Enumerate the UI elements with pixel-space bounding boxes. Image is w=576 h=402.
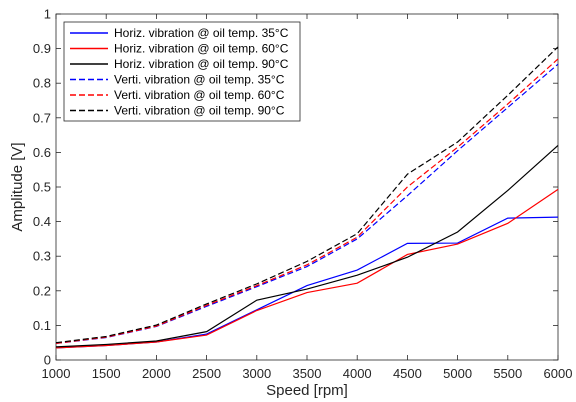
- series-line-3: [55, 145, 559, 348]
- legend-label: Verti. vibration @ oil temp. 35°C: [114, 73, 285, 87]
- x-tick-label: 1000: [42, 366, 71, 381]
- y-tick-label: 0: [44, 353, 51, 368]
- y-tick-label: 0.6: [33, 145, 51, 160]
- x-tick-label: 6000: [544, 366, 573, 381]
- y-tick-label: 1: [44, 7, 51, 22]
- x-tick-label: 4000: [343, 366, 372, 381]
- series-line-5: [55, 58, 559, 344]
- series-line-6: [55, 46, 559, 344]
- legend-label: Verti. vibration @ oil temp. 60°C: [114, 88, 285, 102]
- y-tick-label: 0.9: [33, 41, 51, 56]
- y-tick-label: 0.4: [33, 214, 51, 229]
- y-axis-title: Amplitude [V]: [9, 142, 26, 231]
- x-tick-label: 3000: [242, 366, 271, 381]
- x-tick-label: 2500: [192, 366, 221, 381]
- axis-ticks: 1000 1500 2000 2500 3000 3500 4000 4500 5000 5500…: [33, 7, 573, 382]
- x-tick-label: 3500: [293, 366, 322, 381]
- legend-label: Verti. vibration @ oil temp. 90°C: [114, 104, 285, 118]
- legend: Horiz. vibration @ oil temp. 35°C Horiz. …: [63, 21, 301, 122]
- y-tick-label: 0.3: [33, 249, 51, 264]
- legend-label: Horiz. vibration @ oil temp. 35°C: [114, 26, 289, 40]
- series-line-2: [55, 188, 559, 349]
- x-axis-title: Speed [rpm]: [266, 382, 348, 399]
- x-tick-label: 4500: [393, 366, 422, 381]
- legend-box: [63, 21, 301, 122]
- legend-label: Horiz. vibration @ oil temp. 60°C: [114, 42, 289, 56]
- x-tick-label: 1500: [92, 366, 121, 381]
- x-tick-label: 2000: [142, 366, 171, 381]
- x-tick-label: 5500: [493, 366, 522, 381]
- y-tick-label: 0.1: [33, 318, 51, 333]
- y-tick-label: 0.2: [33, 283, 51, 298]
- legend-label: Horiz. vibration @ oil temp. 90°C: [114, 57, 289, 71]
- series-lines: [55, 46, 559, 349]
- x-tick-label: 5000: [443, 366, 472, 381]
- y-tick-label: 0.5: [33, 180, 51, 195]
- y-tick-label: 0.7: [33, 110, 51, 125]
- y-tick-label: 0.8: [33, 76, 51, 91]
